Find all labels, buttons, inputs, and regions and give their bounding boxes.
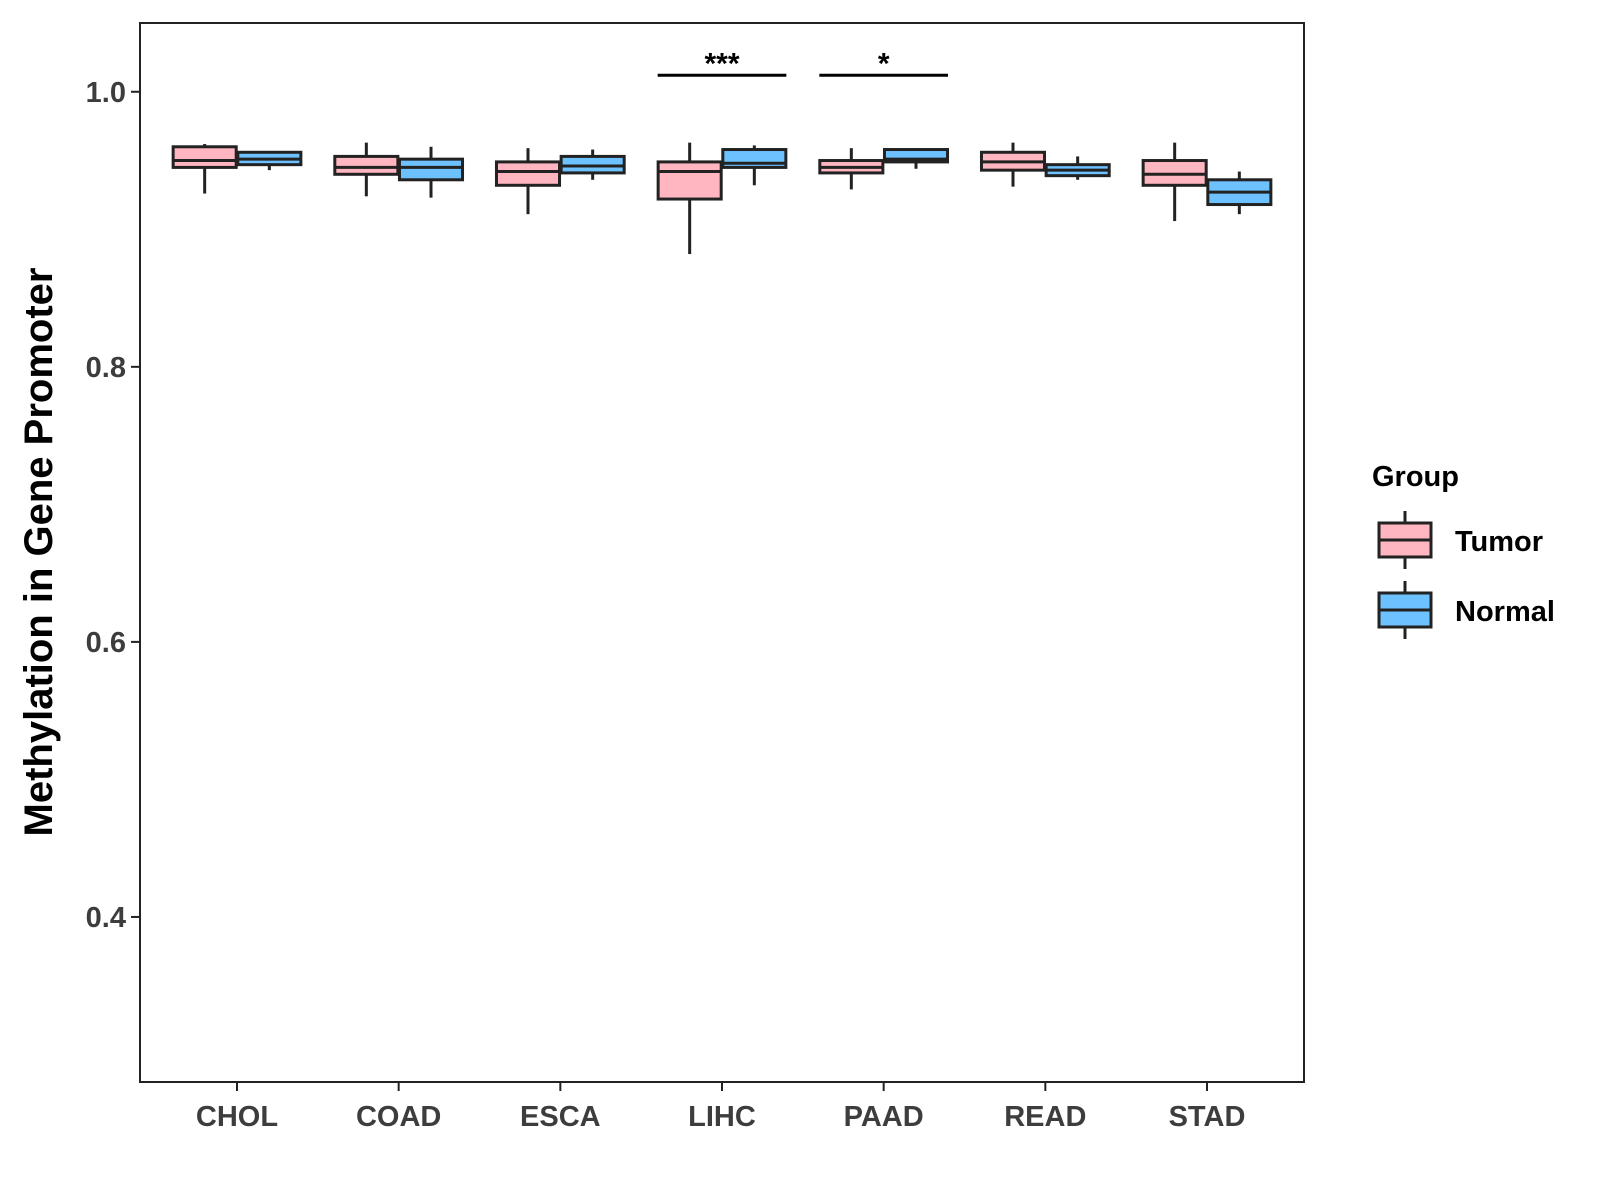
box-series (171, 142, 1273, 255)
legend-title: Group (1372, 461, 1459, 493)
box-normal-lihc (721, 145, 788, 186)
x-tick-label: LIHC (688, 1101, 756, 1133)
x-axis: CHOL COAD ESCA LIHC PAAD READ STAD (196, 1082, 1245, 1133)
legend-item-normal: Normal (1377, 581, 1555, 639)
y-tick-label: 0.8 (86, 352, 126, 384)
box-tumor-chol (171, 144, 238, 194)
box-normal-paad (882, 148, 950, 169)
box-tumor-coad (333, 142, 400, 197)
x-tick-label: READ (1004, 1101, 1086, 1133)
x-tick-label: PAAD (844, 1101, 924, 1133)
significance-annotations: *** * (657, 47, 948, 80)
box-normal-stad (1206, 171, 1273, 215)
y-axis: 0.4 0.6 0.8 1.0 (86, 77, 140, 934)
box-iqr (397, 157, 465, 182)
box-iqr (494, 160, 562, 187)
y-tick-label: 1.0 (86, 77, 126, 109)
box-normal-chol (236, 150, 303, 171)
box-normal-esca (559, 149, 626, 180)
x-tick-label: ESCA (520, 1101, 601, 1133)
legend-item-tumor: Tumor (1377, 511, 1543, 569)
significance-label: *** (704, 47, 739, 80)
y-axis-title: Methylation in Gene Promoter (17, 268, 61, 837)
legend-label: Tumor (1455, 526, 1543, 558)
box-iqr (333, 154, 400, 176)
box-tumor-paad (818, 148, 885, 190)
box-tumor-lihc (656, 142, 723, 255)
x-tick-label: STAD (1169, 1101, 1246, 1133)
box-iqr (656, 160, 723, 201)
significance-label: * (878, 47, 890, 80)
x-tick-label: COAD (356, 1101, 441, 1133)
legend-label: Normal (1455, 596, 1555, 628)
box-tumor-stad (1141, 142, 1208, 222)
box-normal-coad (397, 146, 465, 198)
box-tumor-esca (494, 148, 562, 215)
box-tumor-read (979, 142, 1047, 187)
x-tick-label: CHOL (196, 1101, 278, 1133)
y-tick-label: 0.6 (86, 627, 126, 659)
legend: Group Tumor Normal (1372, 461, 1555, 639)
y-tick-label: 0.4 (86, 902, 126, 934)
box-normal-read (1044, 156, 1111, 180)
box-iqr (171, 145, 238, 169)
